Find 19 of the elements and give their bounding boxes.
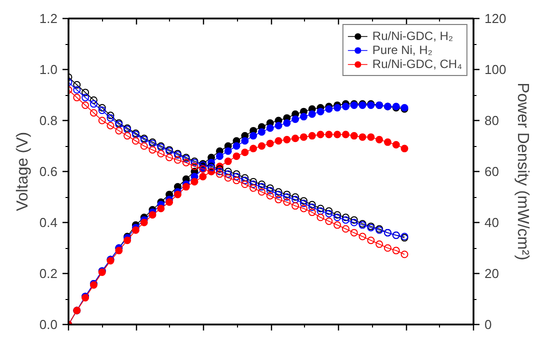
y2-tick-label: 60 [484,164,499,179]
y2-tick-label: 0 [484,317,492,332]
y-tick-label: 0.4 [39,215,58,230]
legend-label: Pure Ni, H₂ [372,43,432,57]
y-tick-label: 0.0 [39,317,58,332]
y2-tick-label: 40 [484,215,499,230]
y-tick-label: 0.8 [39,113,58,128]
legend-label: Ru/Ni-GDC, CH₄ [372,57,462,71]
y2-tick-label: 100 [484,62,506,77]
y-tick-label: 1.0 [39,62,58,77]
y-tick-label: 0.2 [39,266,58,281]
y-tick-label: 0.6 [39,164,58,179]
y-tick-label: 1.2 [39,11,58,26]
y2-tick-label: 20 [484,266,499,281]
y2-axis-title: Power Density (mW/cm²) [514,82,532,260]
legend-label: Ru/Ni-GDC, H₂ [372,29,454,43]
y-axis-title: Voltage (V) [14,132,32,212]
y2-tick-label: 120 [484,11,506,26]
y2-tick-label: 80 [484,113,499,128]
